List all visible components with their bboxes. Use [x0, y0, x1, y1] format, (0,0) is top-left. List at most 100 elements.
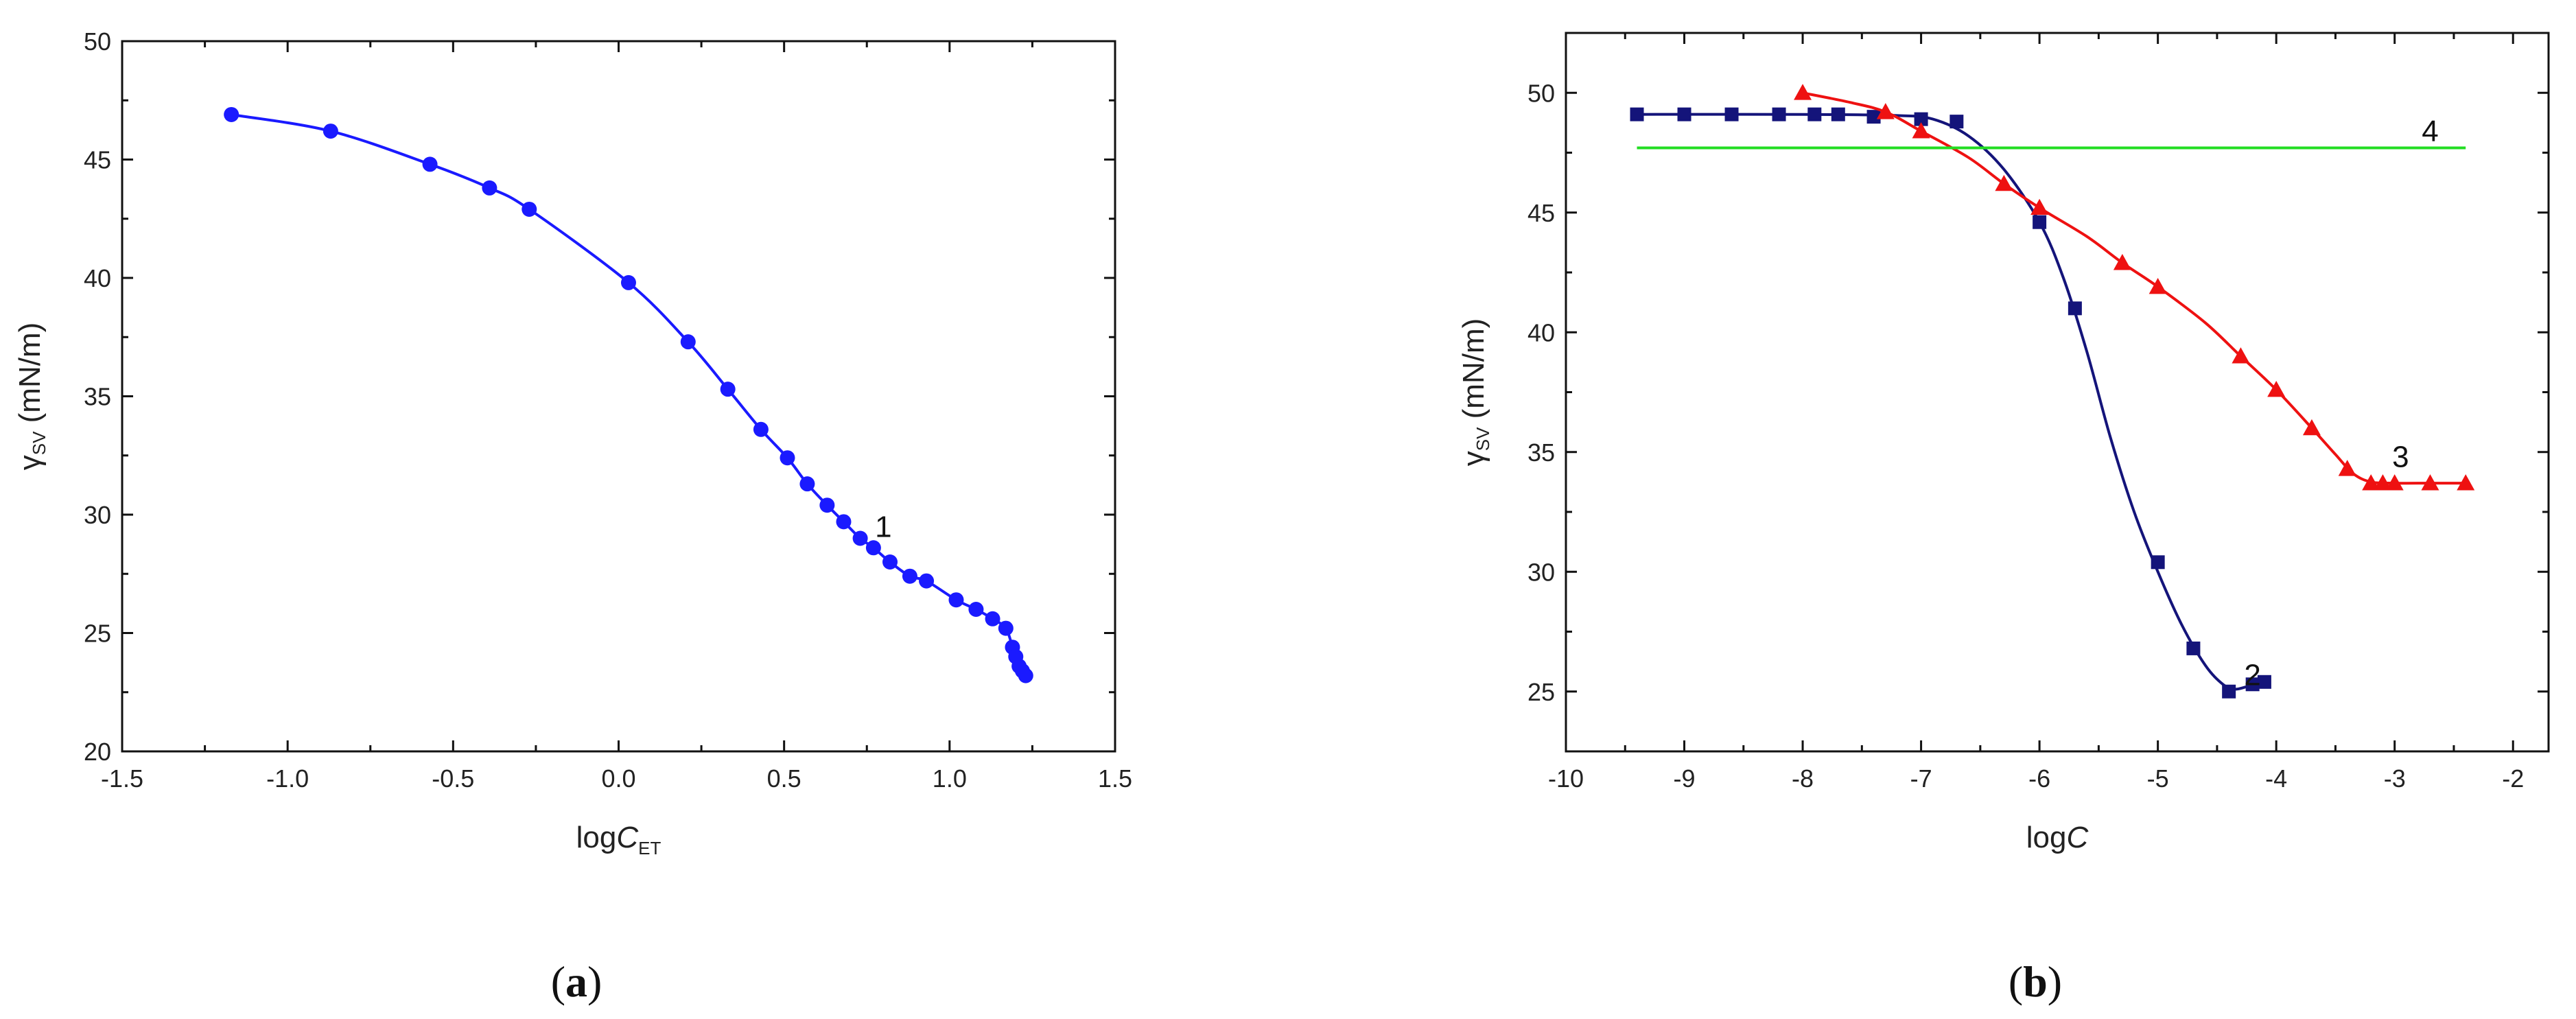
x-axis-title: logCET [576, 821, 661, 858]
series-label: 3 [2392, 441, 2409, 474]
data-point [2338, 460, 2356, 476]
series-4: 4 [1637, 115, 2466, 150]
data-point [2257, 675, 2271, 689]
data-point [1912, 122, 1930, 139]
data-point [224, 106, 239, 122]
y-axis-title: γSV (mN/m) [13, 323, 49, 471]
y-axis-title: γSV (mN/m) [1457, 318, 1493, 467]
y-tick-label: 40 [84, 264, 111, 292]
data-point [1914, 112, 1928, 126]
data-point [720, 382, 736, 397]
series-curve-1 [231, 113, 1027, 677]
x-tick-label: 0.0 [601, 764, 635, 793]
x-tick-label: -0.5 [432, 764, 474, 793]
data-point [799, 476, 815, 492]
x-tick-label: 0.5 [767, 764, 801, 793]
data-point [1876, 103, 1895, 119]
data-point [819, 497, 835, 513]
y-tick-label: 35 [84, 383, 111, 411]
x-tick-label: -7 [1910, 764, 1932, 793]
data-point [2151, 555, 2165, 570]
data-point [1794, 84, 1812, 100]
x-tick-label: -1.5 [101, 764, 143, 793]
data-point [2232, 347, 2250, 364]
series-curve-3 [1802, 91, 2466, 485]
y-tick-label: 40 [1527, 318, 1555, 347]
x-tick-label: -6 [2028, 764, 2050, 793]
series-1: 1 [224, 106, 1033, 683]
data-point [882, 554, 898, 570]
y-tick-label: 50 [84, 27, 111, 56]
x-tick-label: -8 [1792, 764, 1814, 793]
data-point [1995, 174, 2013, 191]
x-tick-label: 1.0 [933, 764, 967, 793]
data-point [2030, 198, 2049, 215]
data-point [1831, 107, 1845, 121]
y-tick-label: 45 [84, 146, 111, 174]
data-point [482, 180, 497, 196]
y-tick-label: 45 [1527, 199, 1555, 227]
data-point [1677, 107, 1691, 121]
data-point [2186, 641, 2201, 655]
data-point [1772, 107, 1786, 121]
data-point [680, 334, 696, 350]
plot-frame [121, 40, 1116, 753]
data-point [2222, 684, 2236, 699]
x-tick-label: 1.5 [1098, 764, 1132, 793]
data-point [998, 620, 1014, 636]
y-tick-label: 50 [1527, 79, 1555, 107]
series-label: 1 [875, 510, 891, 543]
data-point [852, 530, 868, 546]
y-tick-label: 30 [84, 501, 111, 529]
panel-label-b: (b) [2009, 957, 2062, 1006]
data-point [948, 592, 964, 608]
data-point [753, 421, 769, 437]
y-tick-label: 25 [84, 620, 111, 648]
y-tick-label: 25 [1527, 678, 1555, 706]
x-tick-label: -10 [1548, 764, 1584, 793]
data-point [2267, 381, 2286, 397]
data-point [1949, 115, 1964, 129]
series-label: 4 [2422, 115, 2438, 148]
data-point [836, 514, 852, 530]
y-tick-label: 30 [1527, 558, 1555, 586]
data-point [1807, 107, 1822, 121]
data-point [2374, 474, 2392, 491]
data-point [422, 156, 438, 172]
data-point [1018, 668, 1033, 683]
data-point [1866, 110, 1881, 124]
x-tick-label: -4 [2265, 764, 2287, 793]
panel-label-a: (a) [551, 957, 602, 1006]
chart-panel-b: -10 -9 -8 -7 -6 -5 -4 -3 -2 25 30 35 40 45 50 logC γSV (… [1457, 32, 2550, 854]
y-tick-label: 35 [1527, 438, 1555, 467]
data-point [2362, 474, 2380, 491]
plot-frame [1565, 32, 2550, 753]
x-tick-label: -2 [2502, 764, 2524, 793]
data-point [2148, 277, 2167, 294]
data-point [1630, 107, 1644, 121]
series-3: 3 [1794, 84, 2475, 491]
x-tick-label: -9 [1674, 764, 1696, 793]
series-2: 2 [1630, 107, 2271, 699]
data-point [620, 274, 636, 290]
data-point [522, 201, 537, 217]
data-point [2245, 677, 2260, 692]
data-point [2385, 474, 2404, 491]
data-point [323, 124, 338, 139]
x-axis-title: logC [2026, 821, 2089, 854]
series-label: 2 [2244, 658, 2260, 692]
series-curve-2 [1637, 113, 2265, 691]
data-point [2068, 301, 2082, 316]
data-point [968, 602, 984, 617]
x-tick-label: -3 [2384, 764, 2406, 793]
data-point [2457, 474, 2475, 491]
x-tick-label: -5 [2147, 764, 2169, 793]
data-point [985, 611, 1000, 626]
chart-panel-a: -1.5 -1.0 -0.5 0.0 0.5 1.0 1.5 20 25 30 35 40 45 50 lo… [13, 27, 1132, 858]
data-point [2302, 419, 2321, 436]
panel-labels: (a) (b) [551, 957, 2062, 1006]
data-point [2033, 215, 2047, 229]
data-point [919, 573, 935, 589]
data-point [1724, 107, 1739, 121]
